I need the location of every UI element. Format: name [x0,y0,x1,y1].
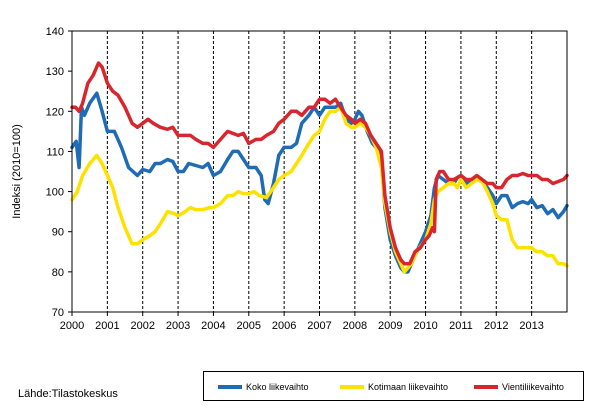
source-text: Lähde:Tilastokeskus [18,388,118,400]
x-tick-label: 2004 [201,320,225,332]
x-tick-label: 2006 [272,320,296,332]
y-tick-label: 80 [52,267,64,279]
x-tick-label: 2011 [449,320,473,332]
x-tick-label: 2005 [237,320,261,332]
grid-lines [106,31,533,312]
legend-swatch [474,384,498,389]
y-tick-label: 90 [52,227,64,239]
legend-label: Koko liikevaihto [246,382,309,392]
x-tick-label: 2002 [130,320,154,332]
series-layer [70,61,569,274]
legend-label: Vientiliikevaihto [502,382,564,392]
x-tick-label: 2010 [413,320,437,332]
legend-item-vienti: Vientiliikevaihto [474,381,564,393]
x-tick-label: 2013 [519,320,543,332]
y-axis-label: Indeksi (2010=100) [11,124,23,218]
legend-label: Kotimaan liikevaihto [368,382,449,392]
x-tick-label: 2012 [484,320,508,332]
y-tick-label: 140 [46,26,64,38]
x-tick-label: 2001 [95,320,119,332]
legend-swatch [340,384,364,389]
series-line-3 [70,61,569,266]
x-tick-label: 2008 [343,320,367,332]
y-tick-label: 130 [46,66,64,78]
y-axis: 70 80 90 100 110 120 130 140 [46,26,72,319]
y-tick-label: 100 [46,187,64,199]
x-axis: 2000 2001 2002 2003 2004 2005 2006 2007 2008 2009… [60,312,544,332]
legend-item-kotimaan: Kotimaan liikevaihto [340,381,448,393]
y-tick-label: 120 [46,106,64,118]
y-tick-label: 110 [46,146,64,158]
x-tick-label: 2007 [307,320,331,332]
x-tick-label: 2000 [60,320,84,332]
x-tick-label: 2003 [166,320,190,332]
y-tick-label: 70 [52,307,64,319]
legend-swatch [218,384,242,389]
x-tick-label: 2009 [378,320,402,332]
legend-item-koko: Koko liikevaihto [218,381,309,393]
legend: Koko liikevaihto Kotimaan liikevaihto Vi… [203,371,584,401]
